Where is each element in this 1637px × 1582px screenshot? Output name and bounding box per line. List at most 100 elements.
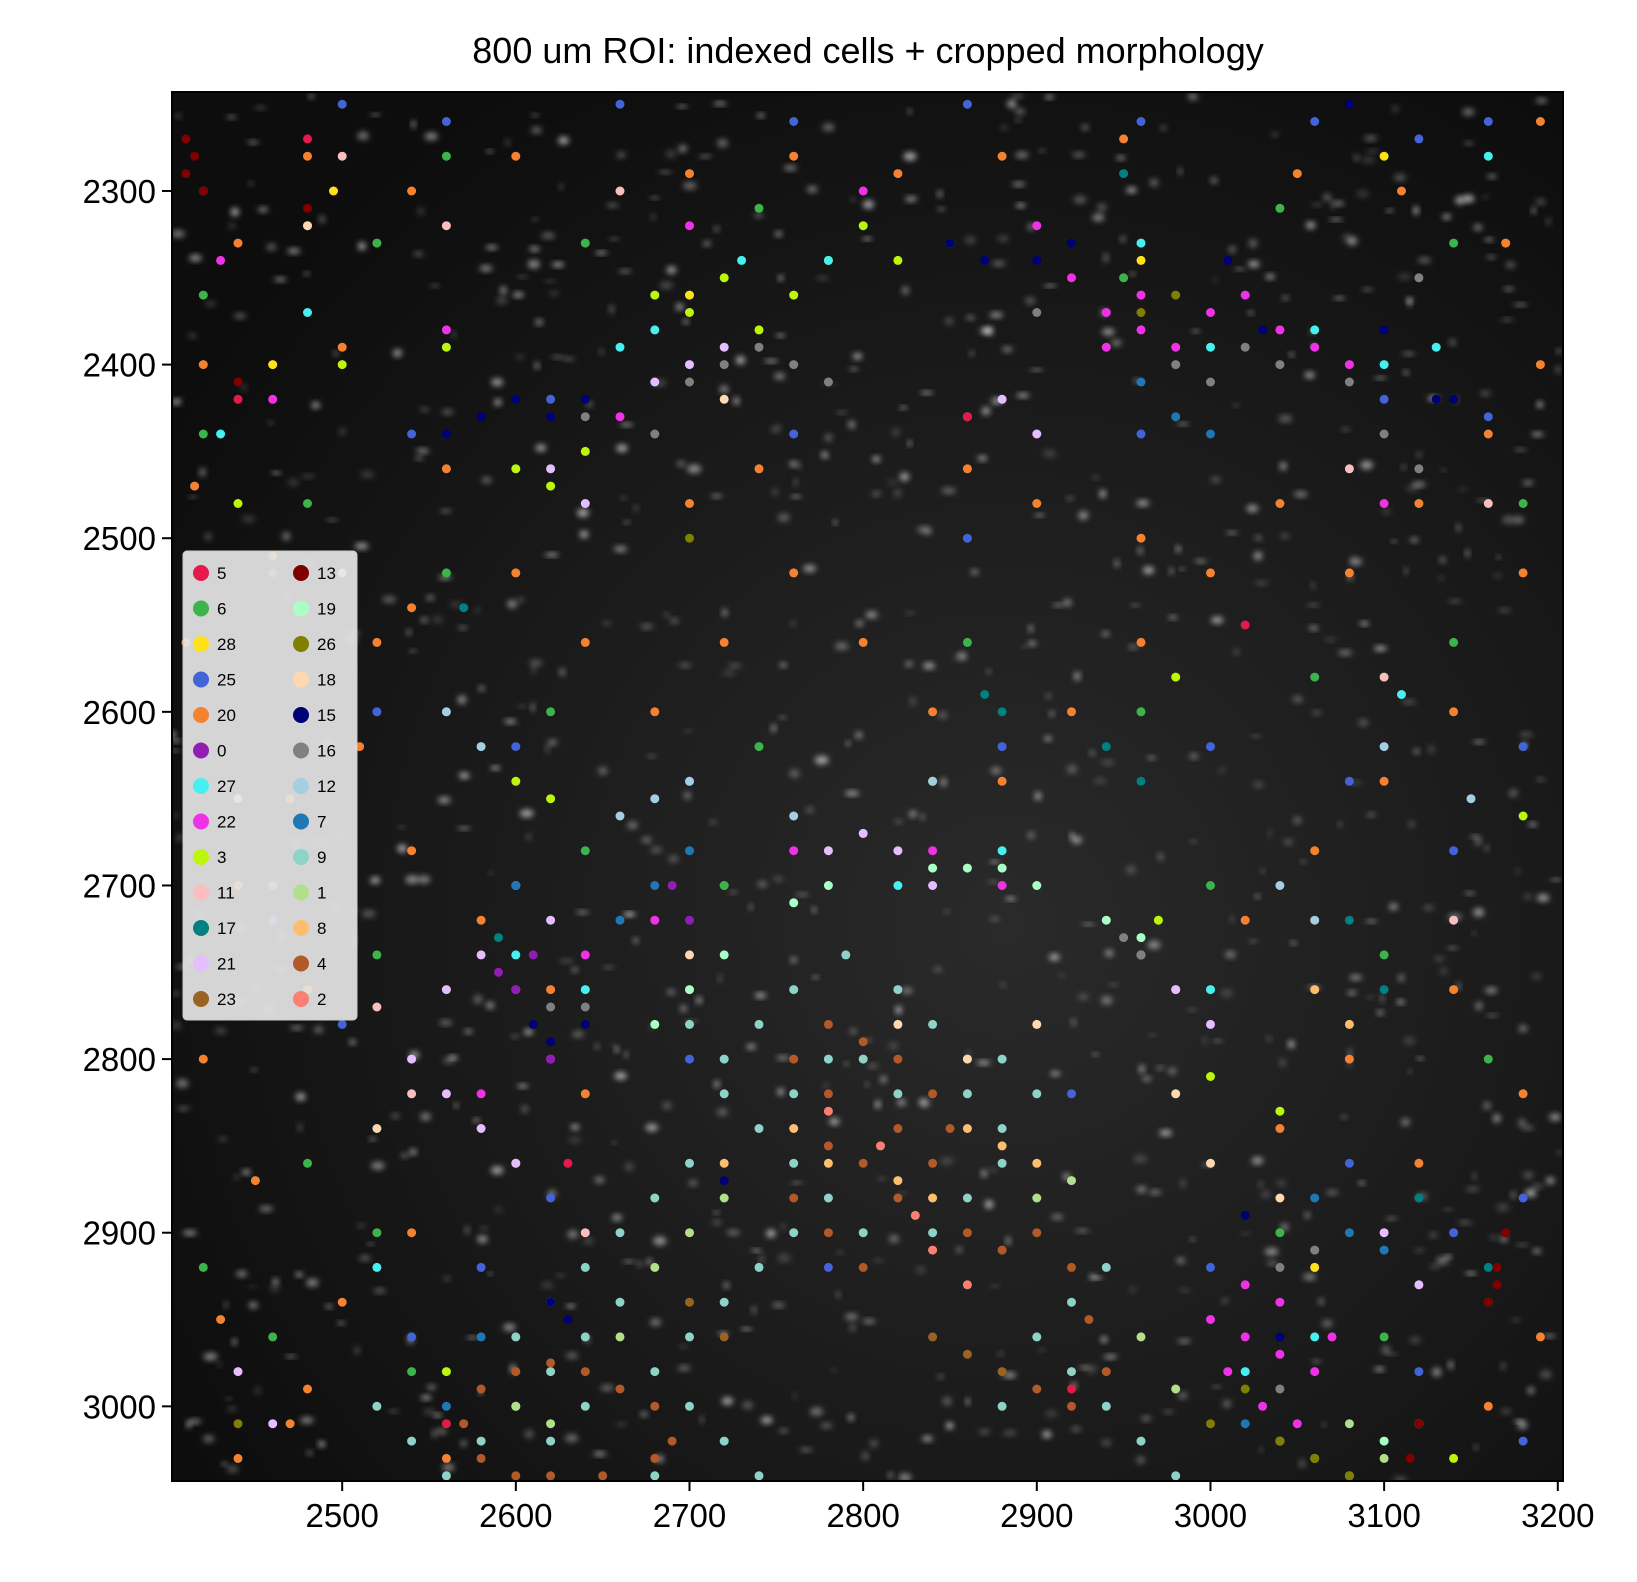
morphology-speck: [382, 595, 397, 604]
cell-point: [1414, 1419, 1424, 1429]
cell-point: [1275, 1228, 1285, 1238]
cell-point: [1136, 117, 1146, 126]
morphology-speck: [1492, 1114, 1501, 1123]
cell-point: [372, 1124, 382, 1133]
cell-point: [476, 1262, 486, 1272]
series-5: [233, 134, 1250, 1429]
morphology-speck: [887, 1472, 894, 1479]
morphology-speck: [1258, 1181, 1263, 1188]
morphology-speck: [1312, 710, 1322, 715]
cell-point: [546, 1037, 556, 1047]
morphology-speck: [829, 1117, 840, 1126]
cell-point: [823, 1193, 833, 1203]
morphology-speck: [793, 1392, 798, 1400]
morphology-speck: [757, 113, 765, 118]
morphology-speck: [1178, 1288, 1191, 1293]
morphology-speck: [1517, 1421, 1528, 1430]
morphology-speck: [1393, 173, 1406, 182]
cell-point: [1136, 776, 1146, 786]
morphology-speck: [633, 505, 639, 512]
cell-point: [580, 1002, 590, 1012]
morphology-speck: [1480, 390, 1491, 397]
cell-point: [372, 1262, 382, 1272]
morphology-speck: [1508, 789, 1518, 798]
morphology-speck: [1267, 1260, 1278, 1266]
cell-point: [789, 151, 799, 161]
legend-label: 3: [217, 848, 226, 867]
morphology-speck: [1142, 1076, 1152, 1082]
morphology-speck: [1042, 1430, 1052, 1439]
morphology-speck: [679, 1344, 688, 1349]
morphology-speck: [1525, 1189, 1537, 1198]
cell-point: [1067, 707, 1076, 717]
morphology-speck: [990, 916, 999, 922]
morphology-speck: [1142, 566, 1155, 575]
cell-point: [962, 1349, 972, 1359]
morphology-speck: [1484, 237, 1494, 242]
morphology-speck: [176, 834, 183, 842]
legend-label: 17: [217, 919, 236, 938]
cell-point: [1275, 1124, 1285, 1133]
morphology-speck: [1358, 719, 1369, 727]
morphology-speck: [1449, 339, 1456, 346]
cell-point: [1518, 1089, 1528, 1099]
morphology-speck: [595, 250, 608, 255]
morphology-speck: [814, 755, 829, 765]
morphology-speck: [488, 871, 494, 875]
cell-point: [1292, 1419, 1302, 1429]
morphology-speck: [1358, 1181, 1365, 1185]
morphology-speck: [479, 1226, 489, 1230]
cell-point: [1067, 1176, 1076, 1186]
morphology-speck: [1498, 607, 1512, 613]
morphology-speck: [770, 427, 775, 433]
morphology-speck: [877, 1176, 886, 1181]
cell-point: [719, 637, 729, 647]
cell-point: [1032, 255, 1042, 265]
cell-point: [685, 1332, 694, 1342]
morphology-speck: [333, 351, 339, 356]
morphology-speck: [862, 237, 872, 241]
morphology-speck: [602, 965, 615, 969]
morphology-speck: [862, 1318, 876, 1324]
cell-point: [650, 290, 660, 300]
morphology-speck: [1383, 1352, 1398, 1356]
cell-point: [337, 151, 347, 161]
morphology-speck: [1334, 201, 1344, 206]
morphology-speck: [1404, 567, 1409, 575]
morphology-speck: [431, 284, 439, 288]
morphology-speck: [306, 1278, 319, 1287]
chart-title: 800 um ROI: indexed cells + cropped morp…: [472, 30, 1263, 71]
morphology-speck: [1283, 838, 1294, 846]
legend-label: 8: [317, 919, 326, 938]
morphology-speck: [362, 910, 376, 918]
morphology-speck: [779, 715, 786, 720]
cell-point: [1379, 1453, 1389, 1463]
cell-point: [893, 1193, 903, 1203]
series-1: [511, 1176, 1389, 1463]
morphology-speck: [1403, 1036, 1415, 1046]
cell-point: [997, 863, 1007, 873]
legend-entry: 15: [293, 706, 336, 725]
cell-point: [372, 637, 382, 647]
cell-point: [1397, 690, 1406, 699]
morphology-speck: [677, 1365, 691, 1371]
y-tick-label: 2500: [83, 520, 156, 557]
morphology-speck: [774, 424, 781, 433]
morphology-speck: [1515, 1243, 1529, 1247]
cell-point: [823, 377, 833, 387]
morphology-speck: [308, 93, 315, 99]
x-axis: 2500 2600 2700 2800 2900 3000 3100 3200: [305, 1481, 1595, 1534]
morphology-speck: [558, 136, 569, 145]
morphology-speck: [751, 1306, 757, 1314]
cell-point: [459, 1419, 469, 1429]
cell-point: [546, 915, 556, 925]
morphology-speck: [564, 1434, 579, 1443]
legend-entry: 20: [193, 706, 236, 725]
cell-point: [997, 1158, 1007, 1168]
morphology-speck: [1045, 1409, 1058, 1418]
morphology-speck: [940, 1157, 954, 1165]
morphology-speck: [1228, 246, 1236, 253]
morphology-speck: [1210, 476, 1222, 483]
cell-point: [1206, 1158, 1215, 1168]
plot-area: [171, 91, 1564, 1482]
